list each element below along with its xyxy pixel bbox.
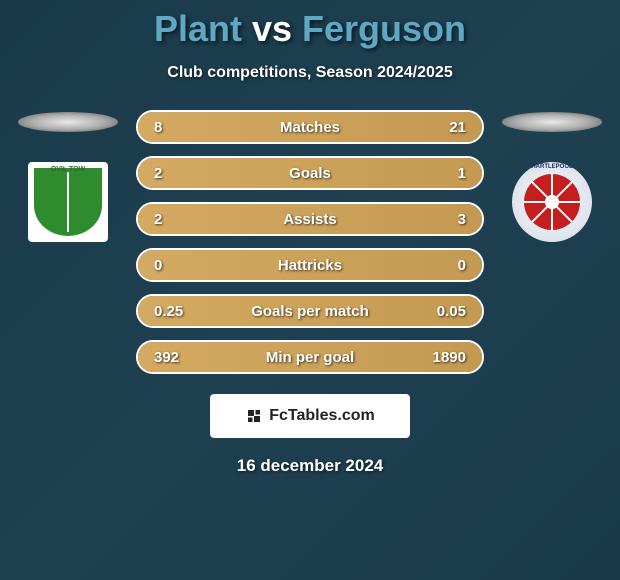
fctables-link[interactable]: FcTables.com (210, 394, 410, 438)
stat-row: 2Goals1 (136, 156, 484, 190)
stats-column: 8Matches212Goals12Assists30Hattricks00.2… (136, 110, 484, 374)
player1-name: Plant (154, 8, 242, 49)
stat-value-left: 0 (154, 257, 194, 274)
stat-label: Assists (194, 211, 426, 228)
stat-row: 392Min per goal1890 (136, 340, 484, 374)
date-line: 16 december 2024 (237, 456, 384, 476)
stat-row: 0Hattricks0 (136, 248, 484, 282)
player2-name: Ferguson (302, 8, 466, 49)
stat-value-left: 392 (154, 349, 194, 366)
stat-value-right: 21 (426, 119, 466, 136)
subtitle: Club competitions, Season 2024/2025 (167, 64, 452, 82)
right-side-column: HARTLEPOOL (502, 110, 602, 242)
stat-row: 2Assists3 (136, 202, 484, 236)
stat-value-left: 0.25 (154, 303, 194, 320)
content-row: OVIL TOW 8Matches212Goals12Assists30Hatt… (0, 110, 620, 374)
stat-value-right: 1890 (426, 349, 466, 366)
stat-label: Matches (194, 119, 426, 136)
stat-value-right: 3 (426, 211, 466, 228)
comparison-card: Plant vs Ferguson Club competitions, Sea… (0, 0, 620, 580)
club-crest-right: HARTLEPOOL (512, 162, 592, 242)
stat-value-left: 2 (154, 211, 194, 228)
fctables-logo-icon (245, 407, 263, 425)
club-crest-left: OVIL TOW (28, 162, 108, 242)
left-side-column: OVIL TOW (18, 110, 118, 242)
stat-value-right: 0 (426, 257, 466, 274)
stat-value-right: 1 (426, 165, 466, 182)
crest-right-label: HARTLEPOOL (512, 164, 592, 170)
stat-row: 0.25Goals per match0.05 (136, 294, 484, 328)
stat-row: 8Matches21 (136, 110, 484, 144)
stat-value-left: 8 (154, 119, 194, 136)
vs-word: vs (252, 8, 292, 49)
fctables-label: FcTables.com (269, 407, 375, 425)
stat-label: Min per goal (194, 349, 426, 366)
stat-label: Goals per match (194, 303, 426, 320)
crest-left-label: OVIL TOW (28, 166, 108, 173)
stat-value-left: 2 (154, 165, 194, 182)
stat-value-right: 0.05 (426, 303, 466, 320)
page-title: Plant vs Ferguson (154, 8, 466, 50)
player1-photo-placeholder (18, 112, 118, 132)
stat-label: Goals (194, 165, 426, 182)
player2-photo-placeholder (502, 112, 602, 132)
stat-label: Hattricks (194, 257, 426, 274)
